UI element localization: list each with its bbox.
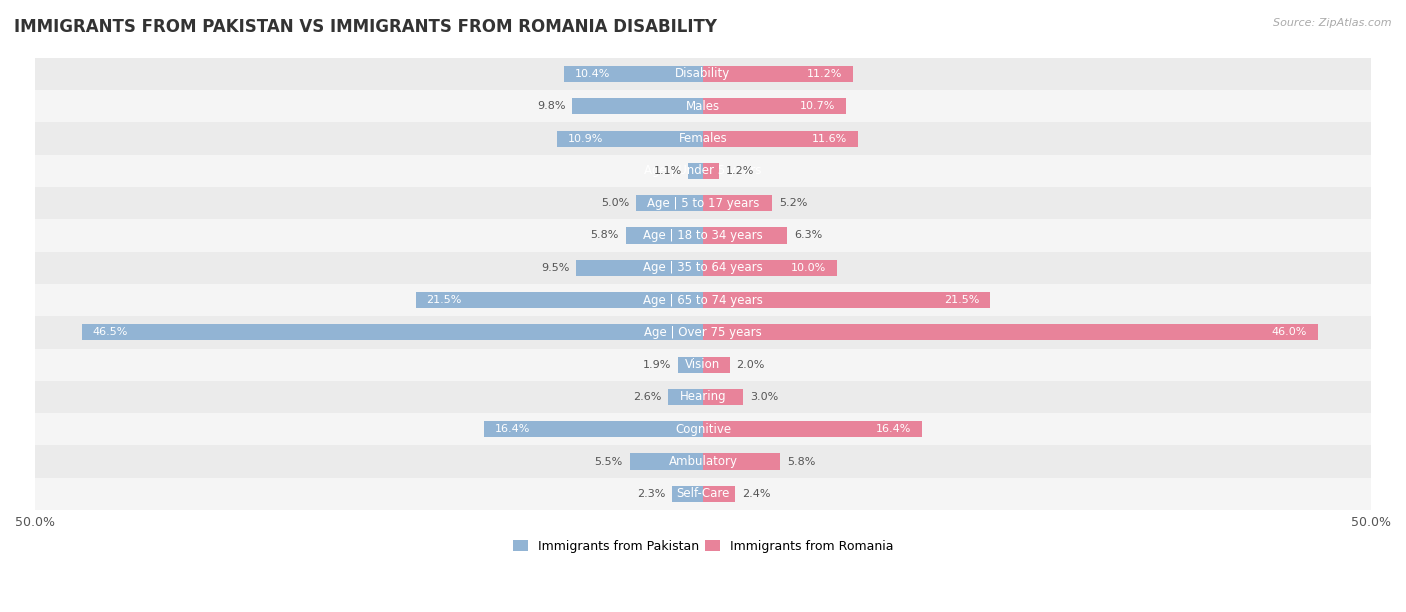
- Text: Age | 35 to 64 years: Age | 35 to 64 years: [643, 261, 763, 274]
- Bar: [35, 90, 1371, 122]
- Text: 9.5%: 9.5%: [541, 263, 569, 273]
- Text: 21.5%: 21.5%: [426, 295, 461, 305]
- Text: Hearing: Hearing: [679, 390, 727, 403]
- Text: Age | Over 75 years: Age | Over 75 years: [644, 326, 762, 339]
- Bar: [703, 389, 744, 405]
- Bar: [668, 389, 703, 405]
- Text: 5.8%: 5.8%: [591, 231, 619, 241]
- Bar: [576, 259, 703, 276]
- Bar: [626, 228, 703, 244]
- Text: Age | Under 5 years: Age | Under 5 years: [644, 165, 762, 177]
- Bar: [35, 316, 1371, 348]
- Text: 1.1%: 1.1%: [654, 166, 682, 176]
- Bar: [678, 357, 703, 373]
- Bar: [672, 486, 703, 502]
- Bar: [35, 413, 1371, 446]
- Text: Age | 5 to 17 years: Age | 5 to 17 years: [647, 196, 759, 210]
- Text: Females: Females: [679, 132, 727, 145]
- Bar: [35, 122, 1371, 155]
- Bar: [35, 478, 1371, 510]
- Text: IMMIGRANTS FROM PAKISTAN VS IMMIGRANTS FROM ROMANIA DISABILITY: IMMIGRANTS FROM PAKISTAN VS IMMIGRANTS F…: [14, 18, 717, 36]
- Bar: [35, 252, 1371, 284]
- Text: Age | 65 to 74 years: Age | 65 to 74 years: [643, 294, 763, 307]
- Bar: [703, 98, 846, 114]
- Text: 9.8%: 9.8%: [537, 101, 565, 111]
- Legend: Immigrants from Pakistan, Immigrants from Romania: Immigrants from Pakistan, Immigrants fro…: [508, 535, 898, 558]
- Bar: [35, 284, 1371, 316]
- Bar: [82, 324, 703, 340]
- Text: Age | 18 to 34 years: Age | 18 to 34 years: [643, 229, 763, 242]
- Text: Ambulatory: Ambulatory: [668, 455, 738, 468]
- Text: 2.3%: 2.3%: [637, 489, 665, 499]
- Text: 6.3%: 6.3%: [794, 231, 823, 241]
- Text: 10.9%: 10.9%: [568, 133, 603, 144]
- Bar: [416, 292, 703, 308]
- Bar: [689, 163, 703, 179]
- Text: 2.4%: 2.4%: [742, 489, 770, 499]
- Bar: [703, 292, 990, 308]
- Text: 1.2%: 1.2%: [725, 166, 754, 176]
- Bar: [703, 163, 718, 179]
- Bar: [572, 98, 703, 114]
- Text: 5.0%: 5.0%: [602, 198, 630, 208]
- Bar: [703, 130, 858, 147]
- Text: 3.0%: 3.0%: [749, 392, 778, 402]
- Text: 10.0%: 10.0%: [790, 263, 825, 273]
- Bar: [630, 453, 703, 469]
- Bar: [484, 421, 703, 438]
- Bar: [564, 66, 703, 82]
- Text: 16.4%: 16.4%: [495, 424, 530, 435]
- Text: 16.4%: 16.4%: [876, 424, 911, 435]
- Text: Cognitive: Cognitive: [675, 423, 731, 436]
- Bar: [35, 155, 1371, 187]
- Bar: [703, 259, 837, 276]
- Text: 10.7%: 10.7%: [800, 101, 835, 111]
- Bar: [35, 348, 1371, 381]
- Bar: [35, 219, 1371, 252]
- Bar: [35, 187, 1371, 219]
- Text: 5.8%: 5.8%: [787, 457, 815, 466]
- Text: Disability: Disability: [675, 67, 731, 81]
- Bar: [703, 66, 852, 82]
- Bar: [703, 421, 922, 438]
- Text: Males: Males: [686, 100, 720, 113]
- Bar: [703, 228, 787, 244]
- Bar: [703, 486, 735, 502]
- Bar: [636, 195, 703, 211]
- Bar: [35, 381, 1371, 413]
- Text: 5.2%: 5.2%: [779, 198, 807, 208]
- Bar: [35, 58, 1371, 90]
- Text: 10.4%: 10.4%: [575, 69, 610, 79]
- Bar: [557, 130, 703, 147]
- Text: 1.9%: 1.9%: [643, 360, 671, 370]
- Text: Self-Care: Self-Care: [676, 487, 730, 501]
- Text: 46.0%: 46.0%: [1271, 327, 1306, 337]
- Text: 46.5%: 46.5%: [93, 327, 128, 337]
- Text: 2.0%: 2.0%: [737, 360, 765, 370]
- Text: 5.5%: 5.5%: [595, 457, 623, 466]
- Bar: [703, 453, 780, 469]
- Text: 2.6%: 2.6%: [633, 392, 662, 402]
- Bar: [703, 195, 772, 211]
- Text: 21.5%: 21.5%: [945, 295, 980, 305]
- Bar: [703, 324, 1317, 340]
- Text: Vision: Vision: [685, 358, 721, 371]
- Bar: [35, 446, 1371, 478]
- Text: 11.2%: 11.2%: [807, 69, 842, 79]
- Text: Source: ZipAtlas.com: Source: ZipAtlas.com: [1274, 18, 1392, 28]
- Bar: [703, 357, 730, 373]
- Text: 11.6%: 11.6%: [813, 133, 848, 144]
